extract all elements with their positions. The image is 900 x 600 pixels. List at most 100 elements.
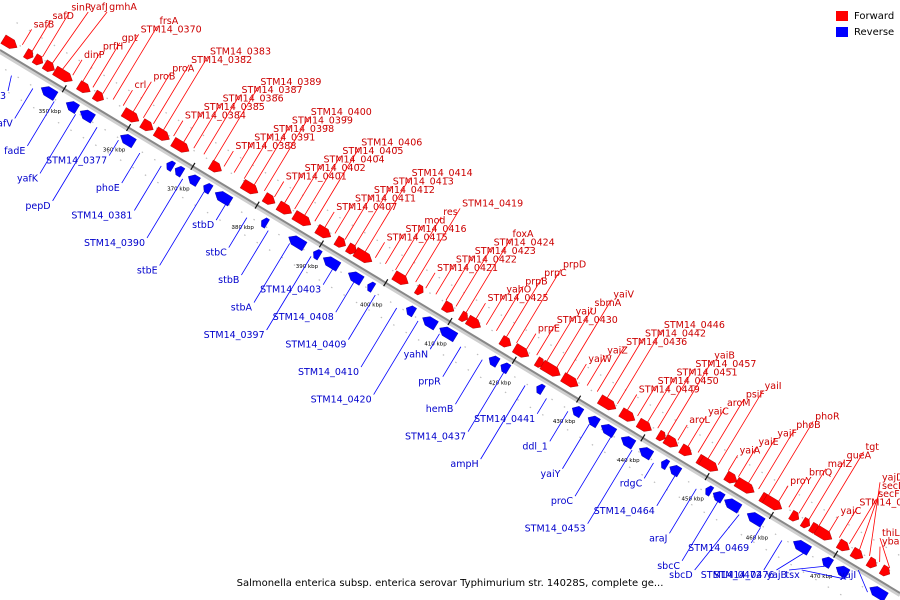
forward-gene-label: dinP [84,50,105,61]
forward-label-leader [879,538,891,569]
forward-gene-label: STM14_0391 [254,133,315,144]
forward-gene-label: thiL [882,528,900,539]
reverse-label-leader [121,152,141,184]
forward-gene-label: safB [34,19,55,30]
forward-gene-label: yajC [841,506,862,517]
legend-item-reverse: Reverse [836,24,894,40]
forward-gene-label: gmhA [109,2,137,13]
forward-gene-label: tgt [866,442,880,453]
forward-gene-label: aroL [689,415,710,426]
reverse-label-leader [656,475,676,507]
tick-label: 440 kbp [617,458,640,464]
reverse-label-leader [789,565,825,571]
reverse-label-leader [549,411,569,442]
forward-gene-label: STM14_0425 [487,293,548,304]
forward-gene-arrow [849,546,864,560]
forward-label-leader [364,177,411,252]
forward-gene-label: yaiU [576,307,597,318]
forward-gene-arrow [120,107,140,123]
reverse-label-leader [52,127,98,202]
reverse-gene-label: rdgC [620,478,643,489]
forward-gene-label: STM14_0404 [323,155,384,166]
forward-gene-arrow [345,242,357,255]
guide-track-2 [0,65,886,600]
forward-label-leader [838,507,858,538]
reverse-label-leader [215,204,226,221]
forward-gene-label: STM14_0399 [292,116,353,127]
forward-label-leader [304,155,341,216]
forward-gene-arrow [0,34,18,49]
reverse-gene-arrow [322,256,342,272]
forward-label-leader [163,56,209,131]
tick-label: 470 kbp [810,574,833,580]
forward-gene-label: STM14_0412 [374,185,435,196]
forward-label-leader [728,455,738,471]
forward-label-leader [425,272,436,289]
reverse-gene-label: stbE [137,265,158,276]
map-caption: Salmonella enterica subsp. enterica sero… [236,578,664,589]
reverse-label-leader [134,165,162,211]
forward-label-leader [253,125,291,185]
reverse-label-leader [480,385,526,460]
forward-gene-label: yaiW [588,354,612,365]
tick-mark [575,395,582,403]
forward-gene-label: yaiZ [607,346,628,357]
forward-gene-arrow [41,59,55,72]
reverse-gene-arrow [712,491,726,504]
forward-swatch [836,11,848,21]
forward-gene-label: proA [172,63,195,74]
legend-label-forward: Forward [854,10,895,22]
forward-gene-arrow [698,455,719,472]
reverse-gene-label: STM14_0377 [46,156,107,167]
forward-label-leader [798,468,827,514]
forward-label-leader [667,360,713,435]
forward-gene-arrow [865,556,877,569]
forward-gene-arrow [261,192,276,205]
forward-gene-label: STM14_0430 [557,315,618,326]
reverse-gene-arrow [705,485,715,497]
forward-gene-arrow [539,359,561,377]
reverse-label-leader [373,320,419,395]
reverse-gene-arrow [600,424,618,438]
forward-label-leader [274,181,285,198]
reverse-gene-label: STM14_0408 [273,312,334,323]
forward-gene-arrow [464,314,481,329]
reverse-label-leader [562,424,590,469]
reverse-label-leader [146,178,183,239]
forward-label-leader [546,316,574,362]
forward-gene-label: yaiE [759,437,779,448]
reverse-label-leader [14,88,34,119]
forward-label-leader [576,363,587,380]
forward-gene-label: secF [878,489,899,500]
forward-gene-label: STM14_0405 [342,146,403,157]
forward-gene-arrow [275,200,292,215]
reverse-gene-label: STM14_0381 [71,210,132,221]
forward-gene-label: STM14_0401 [286,171,347,182]
reverse-gene-arrow [188,174,201,187]
reverse-label-leader [643,462,654,479]
forward-label-leader [808,460,846,520]
reverse-gene-arrow [869,586,889,600]
reverse-gene-label: yafK [17,173,39,184]
reverse-gene-label: STM14_0403 [260,285,321,296]
forward-gene-label: STM14_0436 [626,337,687,348]
forward-label-leader [818,451,864,526]
guide-track-3 [0,86,851,600]
tick-mark [833,550,839,558]
tick-label: 400 kbp [360,303,383,309]
forward-label-leader [647,377,675,423]
forward-gene-arrow [799,516,811,529]
forward-label-leader [294,164,322,210]
reverse-gene-arrow [203,183,214,195]
forward-label-leader [213,86,259,161]
forward-gene-label: yajD [882,472,900,483]
forward-gene-label: STM14_0450 [658,376,719,387]
reverse-gene-label: STM14_0476 [713,570,774,581]
tick-label: 420 kbp [489,380,512,386]
forward-label-leader [21,29,32,45]
forward-gene-label: yafJ [90,2,108,13]
forward-label-leader [586,355,606,386]
forward-gene-label: malZ [828,459,853,470]
forward-gene-label: yajF [777,428,797,439]
